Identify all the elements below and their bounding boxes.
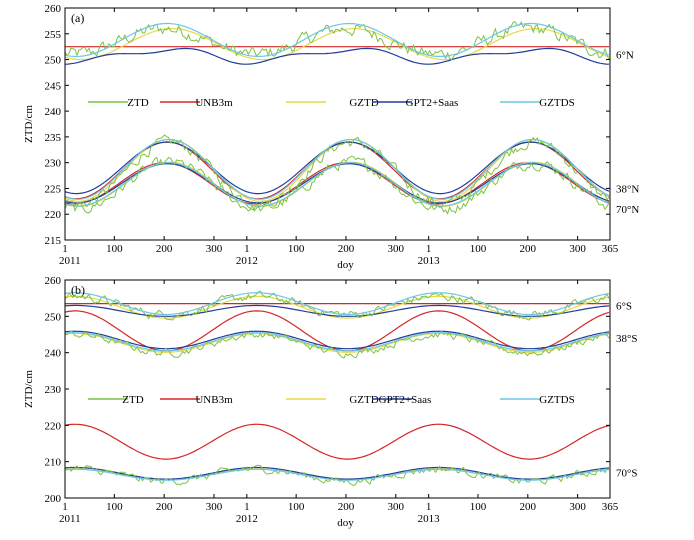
- series-line-gztds-6s: [64, 292, 610, 316]
- x-tick-label: 1: [426, 243, 432, 255]
- y-tick-label: 230: [45, 158, 62, 170]
- legend-entry: GPT2+Saas: [379, 394, 432, 406]
- legend-entry: ZTD: [122, 394, 143, 406]
- x-tick-label: 365: [602, 243, 619, 255]
- panel-a: 215 220 225 230 235 240 245 250 255 260 1 100 200 300…: [23, 3, 639, 271]
- legend-entry: UNB3m: [195, 97, 233, 109]
- series-line-gpt2-saas-38n: [64, 141, 610, 195]
- latitude-label: 6°S: [616, 300, 632, 312]
- series-line-unb3m-38s: [64, 310, 610, 352]
- x-axis-label: doy: [337, 517, 354, 529]
- series-line-gpt2-saas-6n: [64, 47, 610, 65]
- x-tick-label: 365: [602, 501, 619, 513]
- series-line-unb3m-38n: [64, 141, 610, 200]
- y-tick-label: 210: [45, 457, 62, 469]
- series-line-unb3m-70s: [64, 423, 610, 460]
- y-tick-label: 245: [45, 80, 62, 92]
- series-line-gztd-6n: [64, 27, 610, 61]
- legend-entry: GZTDS: [539, 394, 574, 406]
- y-tick-label: 240: [45, 348, 62, 360]
- x-tick-label: 200: [156, 243, 173, 255]
- y-tick-label: 250: [45, 55, 62, 67]
- series-line-gpt2-saas-38s: [64, 330, 610, 350]
- x-tick-label: 100: [288, 243, 305, 255]
- series-line-gztds-38s: [64, 332, 610, 352]
- x-tick-label: 200: [156, 501, 173, 513]
- latitude-label: 6°N: [616, 49, 634, 61]
- x-tick-label: 300: [569, 501, 586, 513]
- latitude-label: 38°N: [616, 183, 639, 195]
- x-tick-label: 100: [470, 501, 487, 513]
- legend-entry: GZTDS: [539, 97, 574, 109]
- y-tick-label: 240: [45, 106, 62, 118]
- x-tick-label: 200: [338, 501, 355, 513]
- y-tick-label: 220: [45, 209, 62, 221]
- x-tick-label: 100: [288, 501, 305, 513]
- series-line-gztds-6n: [64, 22, 610, 58]
- year-label: 2013: [418, 513, 441, 525]
- x-tick-label: 100: [106, 243, 123, 255]
- y-tick-label: 235: [45, 132, 62, 144]
- y-tick-label: 220: [45, 420, 62, 432]
- panel-label: (a): [71, 11, 84, 25]
- legend-entry: ZTD: [127, 97, 148, 109]
- x-tick-label: 1: [62, 243, 68, 255]
- x-tick-label: 1: [244, 501, 250, 513]
- y-axis-label: ZTD/cm: [23, 370, 35, 408]
- y-tick-label: 200: [45, 493, 62, 505]
- year-label: 2012: [236, 513, 258, 525]
- panel-label: (b): [71, 283, 85, 297]
- latitude-label: 70°N: [616, 204, 639, 216]
- latitude-label: 70°S: [616, 468, 638, 480]
- x-tick-label: 100: [106, 501, 123, 513]
- x-tick-label: 200: [520, 243, 537, 255]
- legend-entry: UNB3m: [195, 394, 233, 406]
- x-tick-label: 200: [338, 243, 355, 255]
- y-axis-label: ZTD/cm: [23, 105, 35, 143]
- legend-entry: GZTD: [349, 394, 378, 406]
- panel-b: 200 210 220 230 240 250 260 1 100 200 300 1 100 200 30…: [23, 275, 638, 529]
- series-line-unb3m-70n: [64, 162, 610, 205]
- y-tick-label: 230: [45, 384, 62, 396]
- year-label: 2011: [59, 255, 81, 267]
- series-line-gztd-6s: [64, 295, 610, 319]
- y-tick-label: 225: [45, 183, 62, 195]
- x-tick-label: 1: [62, 501, 68, 513]
- x-tick-label: 300: [388, 243, 405, 255]
- series-line-gpt2-saas-70s: [64, 466, 610, 480]
- y-tick-label: 260: [45, 275, 62, 287]
- x-tick-label: 300: [388, 501, 405, 513]
- y-tick-label: 250: [45, 311, 62, 323]
- year-label: 2011: [59, 513, 81, 525]
- series-line-gztds-70s: [64, 468, 610, 481]
- x-tick-label: 1: [244, 243, 250, 255]
- year-label: 2012: [236, 255, 258, 267]
- y-tick-label: 255: [45, 29, 62, 41]
- y-tick-label: 215: [45, 235, 62, 247]
- series-line-ztd-70n: [64, 155, 610, 215]
- latitude-label: 38°S: [616, 333, 638, 345]
- plot-frame: [64, 7, 611, 241]
- x-tick-label: 100: [470, 243, 487, 255]
- series-line-ztd-38n: [64, 134, 610, 211]
- x-axis-label: doy: [337, 259, 354, 271]
- series-line-gztds-70n: [64, 162, 610, 207]
- legend-entry: GZTD: [349, 97, 378, 109]
- series-line-gztds-38n: [64, 138, 610, 200]
- series-line-ztd-38s: [64, 330, 610, 359]
- x-tick-label: 200: [520, 501, 537, 513]
- y-tick-label: 260: [45, 3, 62, 15]
- x-tick-label: 1: [426, 501, 432, 513]
- x-tick-label: 300: [206, 243, 223, 255]
- series-line-ztd-70s: [64, 464, 610, 486]
- x-tick-label: 300: [206, 501, 223, 513]
- legend-entry: GPT2+Saas: [406, 97, 459, 109]
- year-label: 2013: [418, 255, 441, 267]
- x-tick-label: 300: [569, 243, 586, 255]
